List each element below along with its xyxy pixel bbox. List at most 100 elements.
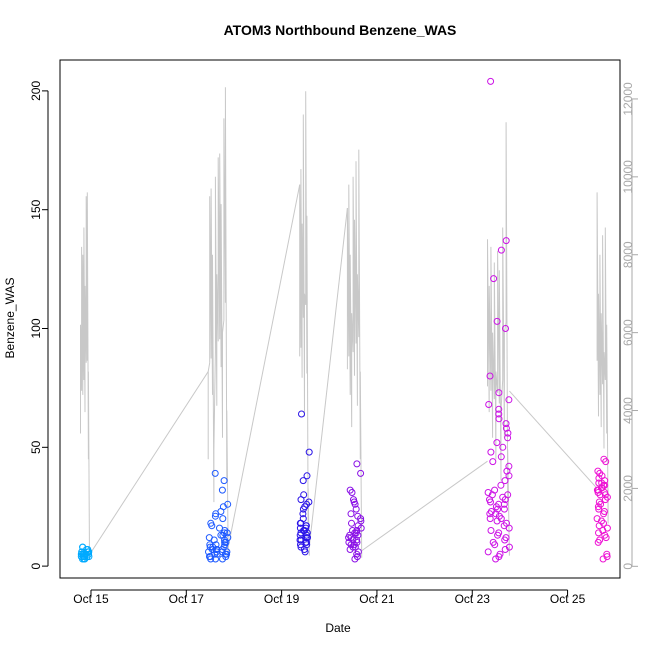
y-axis-label: Benzene_WAS <box>3 278 17 359</box>
data-point <box>484 548 492 556</box>
data-point <box>494 505 502 513</box>
data-point <box>594 503 602 511</box>
data-point <box>206 543 214 551</box>
data-point <box>297 541 304 549</box>
data-point <box>595 529 602 537</box>
data-point <box>348 519 355 527</box>
data-point <box>298 410 305 418</box>
data-point <box>600 510 608 518</box>
data-point <box>77 553 85 561</box>
data-point <box>595 505 603 513</box>
secondary-series-layer <box>80 87 609 560</box>
x-axis-tick-label: Oct 15 <box>73 592 109 606</box>
data-point <box>494 531 502 539</box>
data-point <box>351 555 359 563</box>
data-point <box>596 469 604 477</box>
data-point <box>487 77 495 85</box>
secondary-connector-3 <box>361 460 488 552</box>
x-axis-tick-label: Oct 21 <box>359 592 395 606</box>
data-point <box>502 325 509 332</box>
data-point <box>486 372 494 380</box>
data-point <box>303 472 311 480</box>
secondary-spike-group-3 <box>346 149 363 558</box>
data-point <box>497 481 505 489</box>
data-point <box>505 524 513 532</box>
data-point <box>353 460 361 468</box>
data-point <box>352 505 360 513</box>
right-axis-tick-label: 8000 <box>621 241 635 268</box>
secondary-spike-group-5 <box>596 192 609 524</box>
data-point <box>211 469 219 477</box>
data-point <box>601 496 609 504</box>
data-point <box>303 531 311 539</box>
left-axis-tick-label: 200 <box>29 81 43 101</box>
data-point <box>497 246 505 254</box>
left-axis-tick-label: 150 <box>29 199 43 219</box>
data-point <box>345 538 353 546</box>
data-point <box>218 548 226 556</box>
data-point <box>495 410 503 418</box>
data-point <box>221 541 229 549</box>
secondary-spike-group-1 <box>207 87 229 556</box>
x-axis-tick-label: Oct 17 <box>169 592 205 606</box>
secondary-spike-group-2 <box>299 91 310 556</box>
data-point <box>602 534 610 542</box>
data-point <box>301 548 309 556</box>
data-point <box>357 515 365 523</box>
data-point <box>501 536 509 544</box>
data-point <box>305 498 313 506</box>
data-point <box>490 275 498 283</box>
data-point <box>596 491 604 499</box>
left-axis-tick-label: 50 <box>29 440 43 454</box>
data-point <box>219 515 227 523</box>
data-point <box>499 443 507 451</box>
data-point <box>502 424 510 432</box>
secondary-connector-2 <box>308 207 348 547</box>
data-point <box>501 477 509 485</box>
data-point <box>486 510 494 518</box>
data-point <box>299 477 307 485</box>
data-point <box>352 529 360 537</box>
data-point <box>357 469 365 477</box>
data-point <box>497 515 505 523</box>
data-point <box>216 524 223 532</box>
right-axis-tick-label: 6000 <box>621 319 635 346</box>
x-axis-label: Date <box>325 621 351 635</box>
data-point <box>347 510 355 518</box>
right-axis-tick-label: 10000 <box>621 160 635 194</box>
data-point <box>223 529 231 537</box>
data-point <box>208 546 216 553</box>
data-point <box>489 458 497 466</box>
data-point <box>297 519 305 527</box>
data-point <box>603 550 611 558</box>
data-point <box>497 453 505 461</box>
secondary-connector-4 <box>509 390 598 489</box>
data-point <box>491 541 499 549</box>
data-point <box>224 500 232 508</box>
data-point <box>486 515 494 523</box>
data-point <box>302 534 310 542</box>
data-point <box>211 512 219 520</box>
plot-frame <box>59 59 621 579</box>
right-axis-tick-label: 2000 <box>621 475 635 502</box>
data-point <box>602 458 610 466</box>
data-point <box>501 546 509 553</box>
data-point <box>495 415 503 423</box>
secondary-spike-group-4 <box>487 122 510 556</box>
secondary-spike-group-0 <box>80 192 90 560</box>
data-point <box>504 434 512 442</box>
data-point <box>487 498 494 506</box>
right-axis-tick-label: 0 <box>621 563 635 570</box>
data-point <box>218 486 226 494</box>
data-point <box>207 519 215 527</box>
data-point <box>351 500 359 508</box>
data-point <box>493 439 501 447</box>
data-point <box>209 543 217 551</box>
left-axis-tick-label: 0 <box>29 562 43 569</box>
data-point <box>348 489 356 496</box>
right-axis-tick-label: 12000 <box>621 82 635 116</box>
data-point <box>220 477 228 485</box>
data-point <box>299 510 307 518</box>
